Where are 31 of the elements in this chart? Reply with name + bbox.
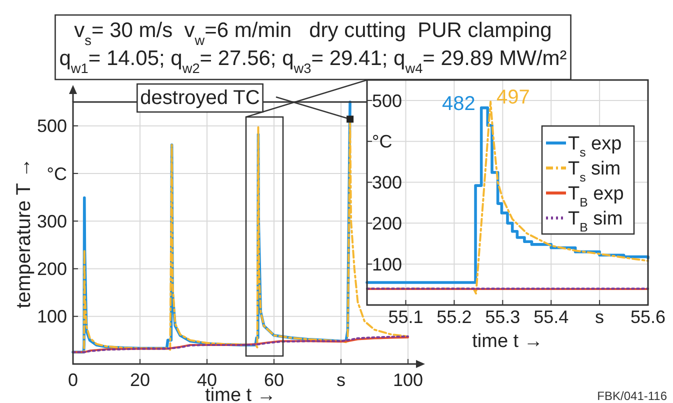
y-tick-label: 500 [36,116,67,136]
y-tick-label: 300 [36,211,67,232]
chart-title: v$_{s}$= 30 m/s v$_{w}$=6 m/min dry cutting PUR clamping [74,19,552,48]
y-tick-label: 200 [372,213,402,234]
text: q$_{w1}$= 14.05; q$_{w2}$= 27.56; q$_{w3}$= 29.41; q$_{w4}$= 29.89 MW/m² [59,47,567,76]
legend-label: T$_{B}$ exp [568,184,624,210]
y-tick-label: 200 [36,259,67,280]
x-tick-label: 60 [264,370,284,390]
annotation: 497 [496,86,530,109]
y-tick-label: °C [46,164,67,184]
x-tick-label: 20 [130,370,150,390]
legend-label: T$_{s}$ exp [568,134,622,160]
x-axis-title: time t → [472,331,543,352]
legend-label: T$_{s}$ sim [568,158,621,185]
x-tick-label: 55.3 [485,307,520,327]
x-tick-label: s [595,307,604,327]
y-tick-label: 300 [372,172,402,193]
x-tick-label: 55.4 [534,307,569,327]
x-tick-label: 55.6 [630,307,666,327]
x-tick-label: 55.2 [436,307,472,327]
x-tick-label: s [336,370,346,390]
annotation: 482 [442,92,476,115]
y-tick-label: 100 [372,254,402,274]
x-tick-label: 0 [68,370,78,390]
y-tick-label: 500 [372,90,402,111]
x-tick-label: 100 [392,370,424,390]
y-tick-label: °C [372,132,392,152]
legend-label: T$_{B}$ sim [568,208,623,235]
x-tick-label: 55.1 [388,307,424,327]
text: FBK/041-116 [597,389,668,403]
y-axis-title: temperature T → [13,158,35,308]
